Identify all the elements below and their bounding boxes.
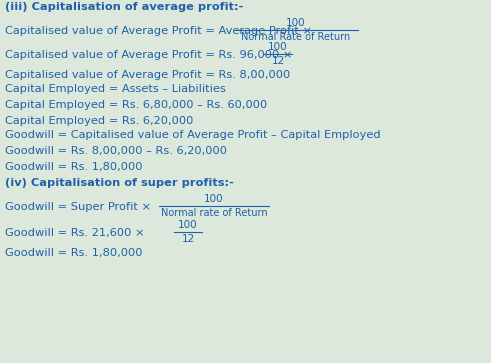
- Text: 12: 12: [272, 57, 285, 66]
- Text: Normal Rate of Return: Normal Rate of Return: [242, 33, 351, 42]
- Text: Capitalised value of Average Profit = Rs. 8,00,000: Capitalised value of Average Profit = Rs…: [5, 70, 290, 80]
- Text: 100: 100: [204, 193, 224, 204]
- Text: Goodwill = Rs. 1,80,000: Goodwill = Rs. 1,80,000: [5, 162, 142, 172]
- Text: 12: 12: [181, 234, 194, 245]
- Text: Capital Employed = Assets – Liabilities: Capital Employed = Assets – Liabilities: [5, 84, 226, 94]
- Text: Goodwill = Rs. 21,600 ×: Goodwill = Rs. 21,600 ×: [5, 228, 144, 238]
- Text: Normal rate of Return: Normal rate of Return: [161, 208, 267, 219]
- Text: Capital Employed = Rs. 6,20,000: Capital Employed = Rs. 6,20,000: [5, 116, 193, 126]
- Text: Goodwill = Super Profit ×: Goodwill = Super Profit ×: [5, 202, 151, 212]
- Text: Capitalised value of Average Profit = Average Profit ×: Capitalised value of Average Profit = Av…: [5, 26, 312, 36]
- Text: Capitalised value of Average Profit = Rs. 96,000 ×: Capitalised value of Average Profit = Rs…: [5, 50, 292, 60]
- Text: (iii) Capitalisation of average profit:-: (iii) Capitalisation of average profit:-: [5, 2, 244, 12]
- Text: Goodwill = Capitalised value of Average Profit – Capital Employed: Goodwill = Capitalised value of Average …: [5, 130, 381, 140]
- Text: Capital Employed = Rs. 6,80,000 – Rs. 60,000: Capital Employed = Rs. 6,80,000 – Rs. 60…: [5, 100, 267, 110]
- Text: Goodwill = Rs. 1,80,000: Goodwill = Rs. 1,80,000: [5, 248, 142, 258]
- Text: Goodwill = Rs. 8,00,000 – Rs. 6,20,000: Goodwill = Rs. 8,00,000 – Rs. 6,20,000: [5, 146, 227, 156]
- Text: 100: 100: [268, 41, 288, 52]
- Text: 100: 100: [286, 17, 306, 28]
- Text: (iv) Capitalisation of super profits:-: (iv) Capitalisation of super profits:-: [5, 178, 234, 188]
- Text: 100: 100: [178, 220, 198, 229]
